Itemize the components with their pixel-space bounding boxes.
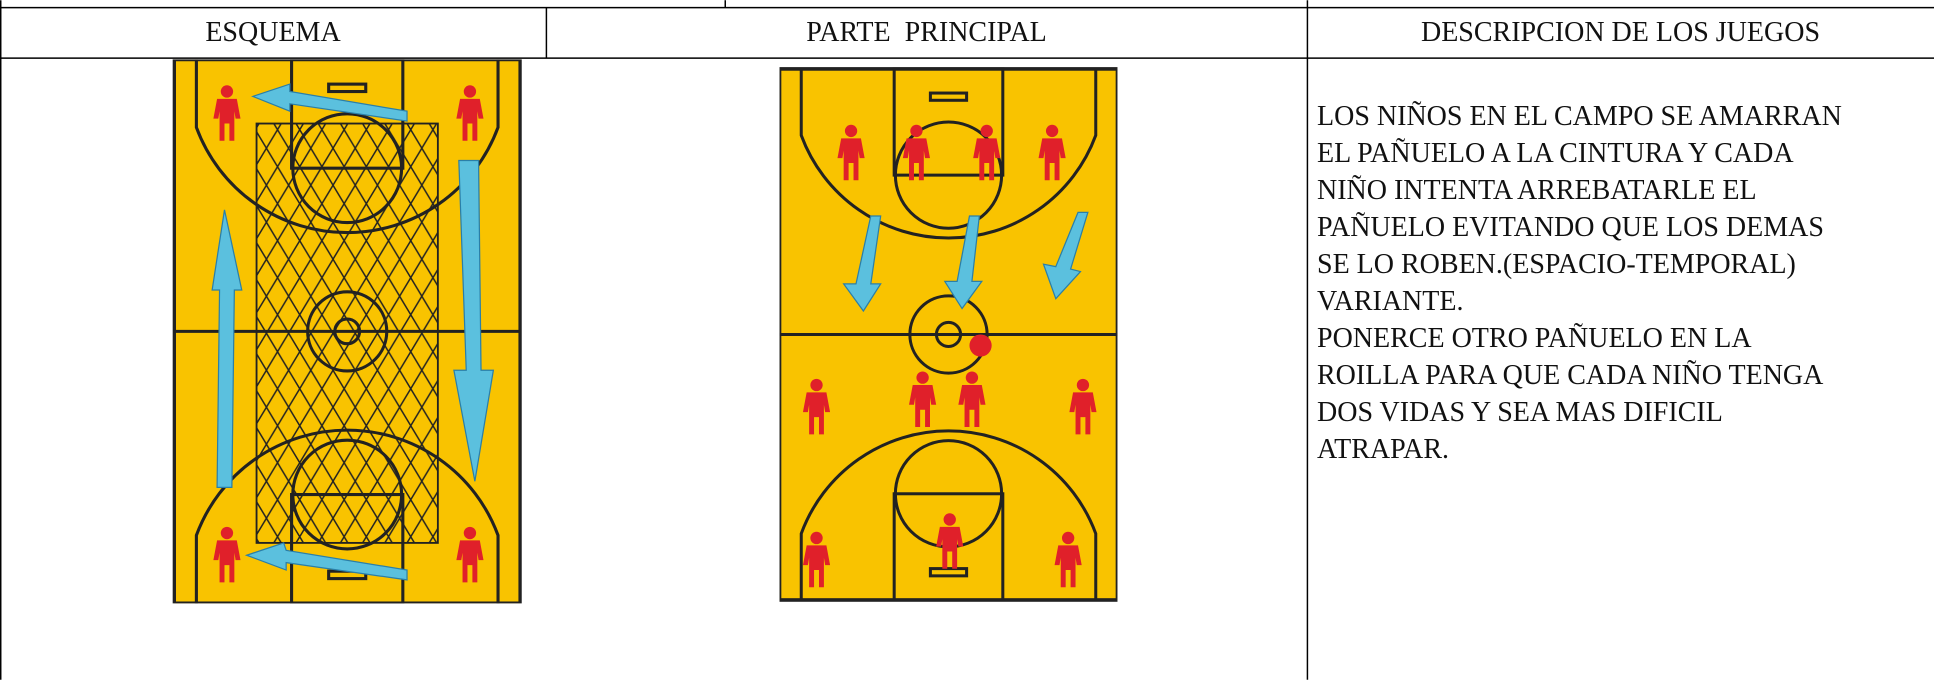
- description-line: SE LO ROBEN.(ESPACIO-TEMPORAL): [1317, 249, 1796, 280]
- description-line: EL PAÑUELO A LA CINTURA Y CADA: [1317, 138, 1794, 169]
- description-line: PONERCE OTRO PAÑUELO EN LA: [1317, 323, 1752, 354]
- left-court: [172, 59, 522, 604]
- game-description: LOS NIÑOS EN EL CAMPO SE AMARRAN EL PAÑUE…: [1317, 98, 1842, 468]
- column-header: ESQUEMA: [205, 17, 341, 48]
- description-line: ATRAPAR.: [1317, 434, 1450, 465]
- description-line: NIÑO INTENTA ARREBATARLE EL: [1317, 175, 1757, 206]
- description-line: PAÑUELO EVITANDO QUE LOS DEMAS: [1317, 212, 1824, 243]
- description-line: DOS VIDAS Y SEA MAS DIFICIL: [1317, 397, 1723, 428]
- description-line: ROILLA PARA QUE CADA NIÑO TENGA: [1317, 360, 1824, 391]
- middle-court: [779, 67, 1118, 602]
- column-header: PARTE PRINCIPAL: [806, 17, 1047, 48]
- description-line: LOS NIÑOS EN EL CAMPO SE AMARRAN: [1317, 101, 1842, 132]
- description-line: VARIANTE.: [1317, 286, 1464, 317]
- column-header: DESCRIPCION DE LOS JUEGOS: [1420, 17, 1821, 48]
